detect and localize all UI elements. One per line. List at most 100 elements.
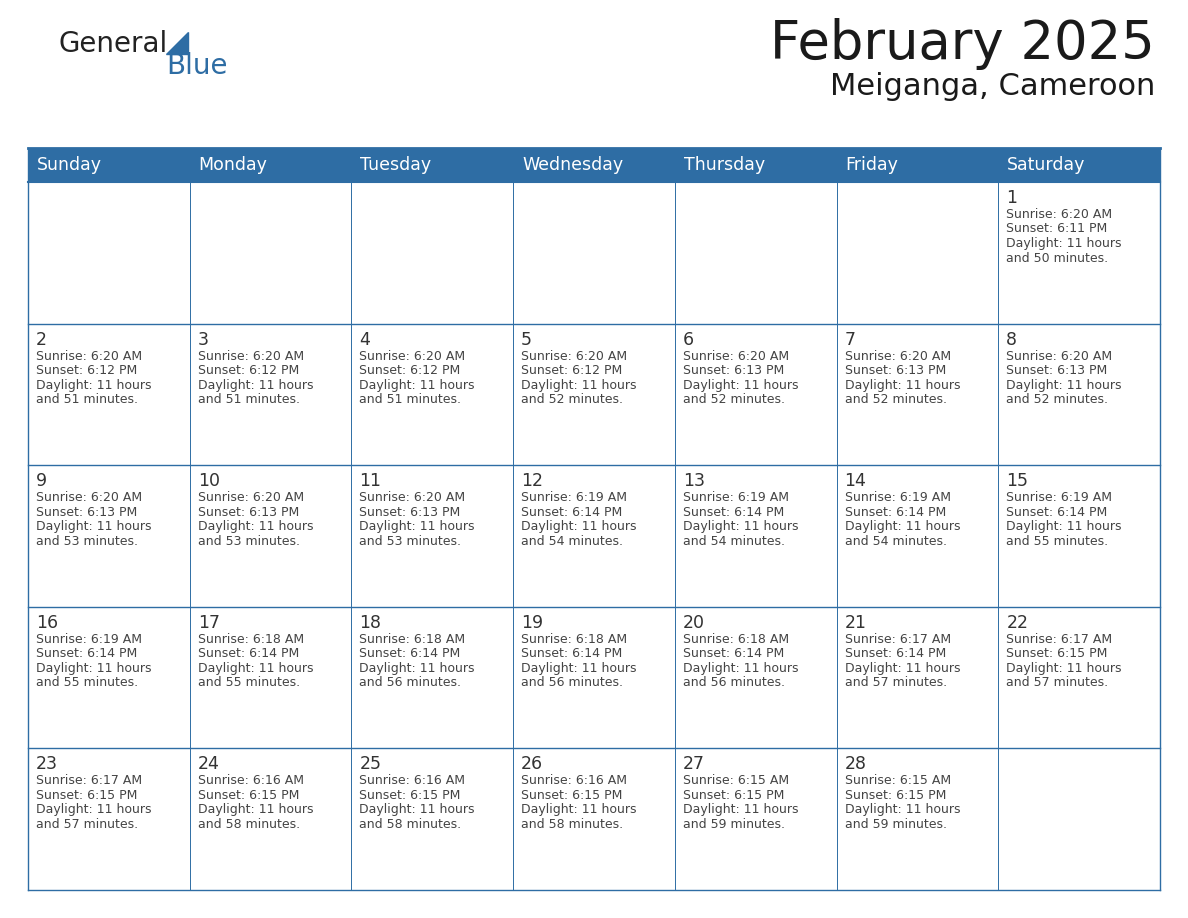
Text: Daylight: 11 hours: Daylight: 11 hours: [197, 662, 314, 675]
Bar: [836, 465, 998, 607]
Bar: [836, 324, 998, 465]
Text: and 52 minutes.: and 52 minutes.: [522, 393, 624, 406]
Text: 9: 9: [36, 472, 48, 490]
Text: and 52 minutes.: and 52 minutes.: [683, 393, 785, 406]
Text: and 56 minutes.: and 56 minutes.: [683, 677, 785, 689]
Bar: [513, 465, 675, 607]
Text: Sunrise: 6:15 AM: Sunrise: 6:15 AM: [683, 775, 789, 788]
Text: Sunset: 6:13 PM: Sunset: 6:13 PM: [360, 506, 461, 519]
Text: Daylight: 11 hours: Daylight: 11 hours: [36, 378, 152, 392]
Bar: [29, 607, 190, 748]
Bar: [190, 324, 352, 465]
Bar: [836, 182, 998, 324]
Text: 22: 22: [1006, 614, 1029, 632]
Text: Saturday: Saturday: [1007, 156, 1086, 174]
Bar: [998, 324, 1159, 465]
Text: and 51 minutes.: and 51 minutes.: [360, 393, 461, 406]
Bar: [352, 465, 513, 607]
Text: Sunset: 6:13 PM: Sunset: 6:13 PM: [683, 364, 784, 377]
Text: 13: 13: [683, 472, 704, 490]
Bar: [190, 182, 352, 324]
Text: Sunset: 6:15 PM: Sunset: 6:15 PM: [36, 789, 138, 802]
Text: Sunrise: 6:19 AM: Sunrise: 6:19 AM: [683, 491, 789, 504]
Bar: [675, 465, 836, 607]
Text: Sunrise: 6:20 AM: Sunrise: 6:20 AM: [360, 350, 466, 363]
Text: 3: 3: [197, 330, 209, 349]
Text: 26: 26: [522, 756, 543, 773]
Text: Sunrise: 6:19 AM: Sunrise: 6:19 AM: [1006, 491, 1112, 504]
Text: 24: 24: [197, 756, 220, 773]
Text: and 53 minutes.: and 53 minutes.: [36, 534, 138, 548]
Text: 12: 12: [522, 472, 543, 490]
Text: and 57 minutes.: and 57 minutes.: [1006, 677, 1108, 689]
Text: Sunset: 6:14 PM: Sunset: 6:14 PM: [36, 647, 138, 660]
Text: 16: 16: [36, 614, 58, 632]
Bar: [352, 748, 513, 890]
Text: and 55 minutes.: and 55 minutes.: [36, 677, 138, 689]
Text: Sunrise: 6:15 AM: Sunrise: 6:15 AM: [845, 775, 950, 788]
Text: Sunrise: 6:20 AM: Sunrise: 6:20 AM: [522, 350, 627, 363]
Text: Daylight: 11 hours: Daylight: 11 hours: [197, 803, 314, 816]
Text: Sunrise: 6:17 AM: Sunrise: 6:17 AM: [845, 633, 950, 645]
Text: Daylight: 11 hours: Daylight: 11 hours: [36, 521, 152, 533]
Text: Sunset: 6:14 PM: Sunset: 6:14 PM: [360, 647, 461, 660]
Bar: [675, 182, 836, 324]
Text: Sunset: 6:15 PM: Sunset: 6:15 PM: [845, 789, 946, 802]
Text: Sunrise: 6:18 AM: Sunrise: 6:18 AM: [197, 633, 304, 645]
Text: Daylight: 11 hours: Daylight: 11 hours: [1006, 378, 1121, 392]
Text: Sunrise: 6:18 AM: Sunrise: 6:18 AM: [522, 633, 627, 645]
Text: Sunset: 6:13 PM: Sunset: 6:13 PM: [36, 506, 138, 519]
Text: 5: 5: [522, 330, 532, 349]
Text: Sunrise: 6:20 AM: Sunrise: 6:20 AM: [36, 350, 143, 363]
Text: Sunrise: 6:16 AM: Sunrise: 6:16 AM: [522, 775, 627, 788]
Text: Sunset: 6:14 PM: Sunset: 6:14 PM: [522, 647, 623, 660]
Text: Sunset: 6:14 PM: Sunset: 6:14 PM: [522, 506, 623, 519]
Text: Sunset: 6:13 PM: Sunset: 6:13 PM: [197, 506, 299, 519]
Text: 14: 14: [845, 472, 866, 490]
Text: Sunset: 6:15 PM: Sunset: 6:15 PM: [522, 789, 623, 802]
Text: Sunrise: 6:20 AM: Sunrise: 6:20 AM: [1006, 208, 1112, 221]
Bar: [352, 607, 513, 748]
Text: and 54 minutes.: and 54 minutes.: [683, 534, 785, 548]
Text: and 59 minutes.: and 59 minutes.: [683, 818, 785, 831]
Text: Daylight: 11 hours: Daylight: 11 hours: [522, 803, 637, 816]
Text: Daylight: 11 hours: Daylight: 11 hours: [845, 803, 960, 816]
Text: Daylight: 11 hours: Daylight: 11 hours: [360, 662, 475, 675]
Text: Daylight: 11 hours: Daylight: 11 hours: [522, 521, 637, 533]
Text: Sunset: 6:14 PM: Sunset: 6:14 PM: [1006, 506, 1107, 519]
Text: Blue: Blue: [166, 52, 227, 80]
Text: Sunrise: 6:17 AM: Sunrise: 6:17 AM: [1006, 633, 1112, 645]
Text: February 2025: February 2025: [770, 18, 1155, 70]
Text: 20: 20: [683, 614, 704, 632]
Text: Daylight: 11 hours: Daylight: 11 hours: [1006, 662, 1121, 675]
Text: and 58 minutes.: and 58 minutes.: [360, 818, 462, 831]
Bar: [675, 607, 836, 748]
Text: and 57 minutes.: and 57 minutes.: [36, 818, 138, 831]
Text: Friday: Friday: [846, 156, 898, 174]
Text: Daylight: 11 hours: Daylight: 11 hours: [1006, 521, 1121, 533]
Text: 10: 10: [197, 472, 220, 490]
Text: 6: 6: [683, 330, 694, 349]
Text: 7: 7: [845, 330, 855, 349]
Text: and 51 minutes.: and 51 minutes.: [36, 393, 138, 406]
Text: 8: 8: [1006, 330, 1017, 349]
Bar: [513, 324, 675, 465]
Bar: [513, 182, 675, 324]
Text: 27: 27: [683, 756, 704, 773]
Bar: [998, 182, 1159, 324]
Bar: [352, 182, 513, 324]
Text: Wednesday: Wednesday: [523, 156, 624, 174]
Text: 23: 23: [36, 756, 58, 773]
Text: Sunrise: 6:20 AM: Sunrise: 6:20 AM: [845, 350, 950, 363]
Text: 2: 2: [36, 330, 48, 349]
Text: General: General: [58, 30, 168, 58]
Text: 11: 11: [360, 472, 381, 490]
Text: Sunset: 6:15 PM: Sunset: 6:15 PM: [197, 789, 299, 802]
Polygon shape: [166, 32, 188, 54]
Bar: [190, 465, 352, 607]
Text: Daylight: 11 hours: Daylight: 11 hours: [197, 378, 314, 392]
Text: Sunset: 6:13 PM: Sunset: 6:13 PM: [845, 364, 946, 377]
Text: and 56 minutes.: and 56 minutes.: [522, 677, 624, 689]
Text: Daylight: 11 hours: Daylight: 11 hours: [360, 378, 475, 392]
Bar: [998, 748, 1159, 890]
